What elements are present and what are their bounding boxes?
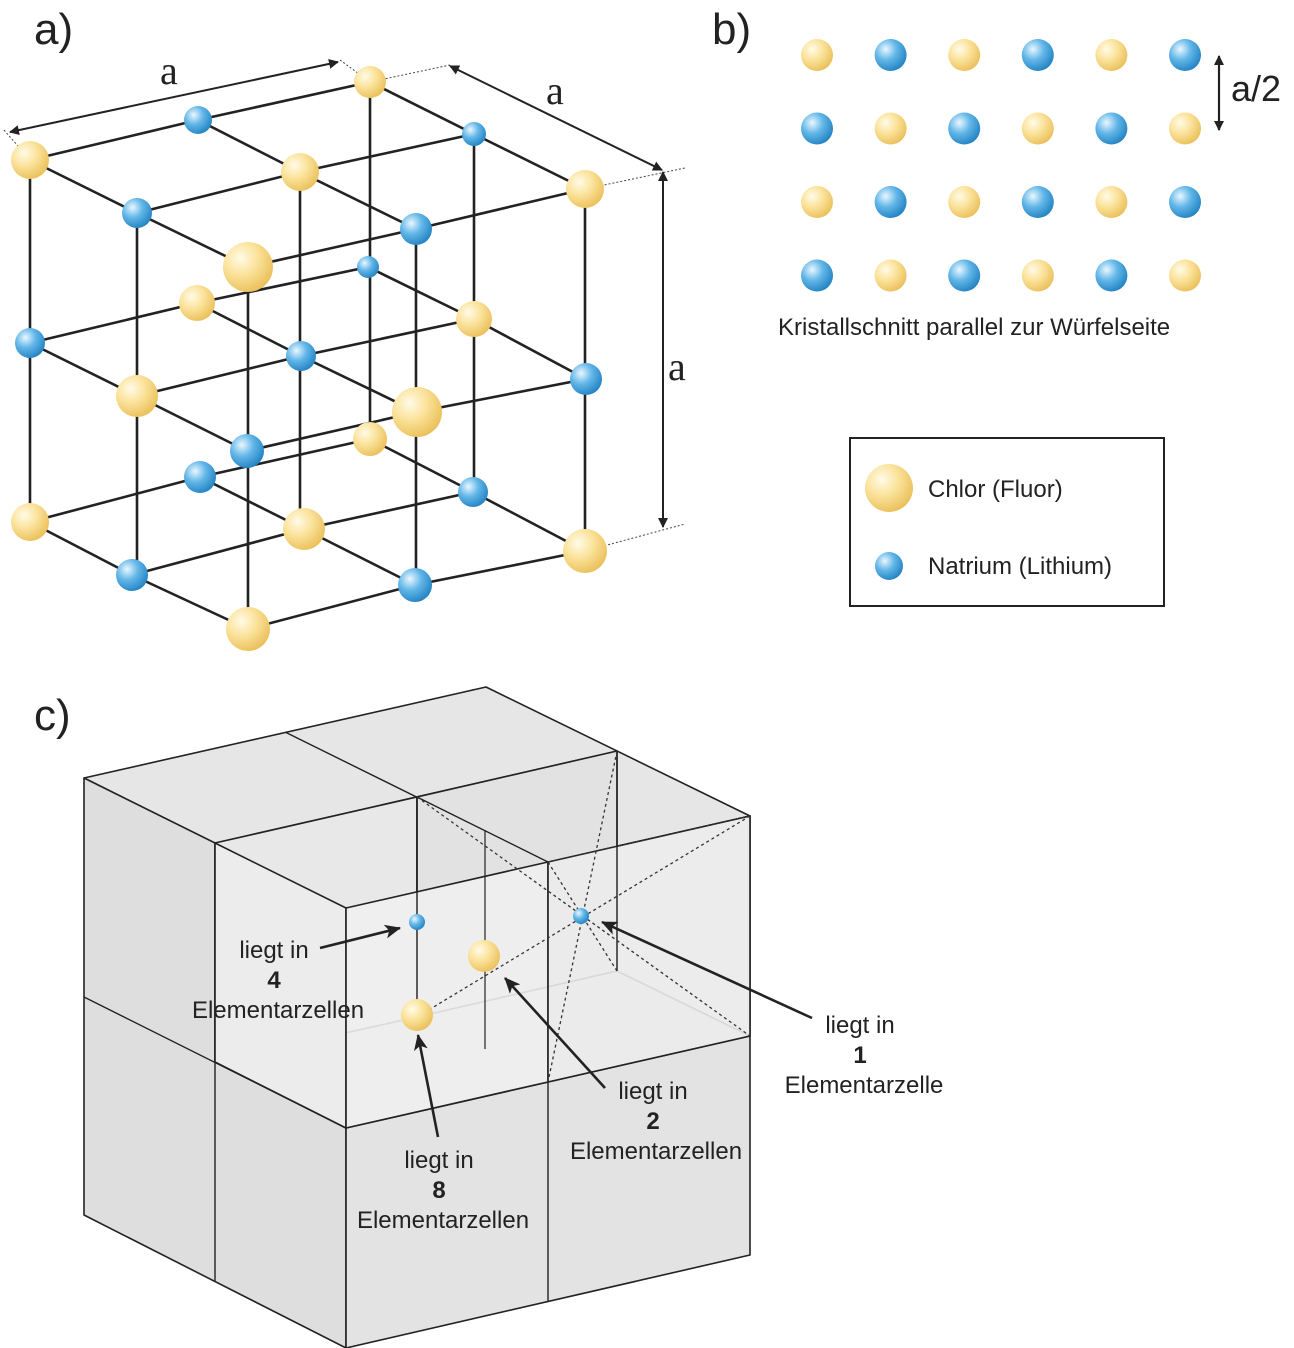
- annotation-two-line1: liegt in: [618, 1078, 687, 1105]
- section-atom-natrium: [948, 259, 981, 292]
- section-atom-chlor: [1169, 259, 1201, 292]
- panel-c: c): [34, 686, 944, 1348]
- atom-natrium-edge-four: [409, 914, 425, 930]
- section-atom-natrium: [1095, 112, 1128, 145]
- section-atom-chlor: [1095, 39, 1128, 71]
- panel-b: b) a/2 Kristallschnitt parallel zur Würf…: [712, 5, 1281, 341]
- annotation-four-number: 4: [267, 967, 281, 994]
- atom-natrium: [184, 106, 212, 134]
- lattice-atoms: [11, 66, 607, 651]
- annotation-four-line3: Elementarzellen: [192, 997, 364, 1024]
- annotation-eight: liegt in 8 Elementarzellen: [357, 1147, 529, 1234]
- section-atom-natrium: [874, 39, 907, 71]
- legend-label-natrium: Natrium (Lithium): [928, 553, 1112, 580]
- atom-chlor: [116, 375, 158, 417]
- section-atom-chlor: [1095, 186, 1128, 218]
- annotation-two-line3: Elementarzellen: [570, 1138, 742, 1165]
- cutout-right-side: [547, 815, 751, 1083]
- atom-chlor: [566, 170, 604, 208]
- dim-label-top-right: a: [546, 68, 564, 113]
- section-atom-natrium: [801, 259, 833, 292]
- annotation-eight-line3: Elementarzellen: [357, 1207, 529, 1234]
- atom-chlor: [456, 301, 492, 337]
- atom-natrium: [357, 256, 379, 278]
- dimension-guides: [3, 59, 686, 552]
- annotation-one: liegt in 1 Elementarzelle: [785, 1012, 944, 1099]
- atom-chlor: [353, 422, 387, 456]
- spacing-label: a/2: [1231, 68, 1281, 109]
- atom-chlor: [223, 242, 273, 292]
- atom-natrium: [286, 341, 316, 371]
- panel-c-label: c): [34, 691, 71, 740]
- legend-frame: [849, 437, 1165, 607]
- section-atom-chlor: [874, 112, 907, 145]
- annotation-arrows: [319, 920, 813, 1138]
- cutout-front-right: [345, 861, 549, 1129]
- section-atom-natrium: [1021, 39, 1054, 71]
- annotation-one-line3: Elementarzelle: [785, 1072, 944, 1099]
- annotation-two-number: 2: [646, 1108, 659, 1135]
- atom-chlor: [11, 141, 49, 179]
- section-atom-natrium: [948, 112, 981, 145]
- annotation-eight-number: 8: [432, 1177, 445, 1204]
- annotation-two: liegt in 2 Elementarzellen: [570, 1078, 742, 1165]
- annotation-four: liegt in 4 Elementarzellen: [192, 937, 364, 1024]
- atom-natrium: [122, 198, 152, 228]
- atom-natrium: [230, 434, 264, 468]
- atom-chlor-face-two: [468, 940, 500, 972]
- atom-natrium: [116, 559, 148, 591]
- atom-natrium: [400, 213, 432, 245]
- section-atom-natrium: [1021, 186, 1054, 218]
- dimension-arrows: [9, 58, 668, 528]
- section-atom-chlor: [1021, 259, 1054, 292]
- atom-natrium: [398, 568, 432, 602]
- section-atom-natrium: [1095, 259, 1128, 292]
- atom-natrium: [462, 122, 486, 146]
- atom-natrium: [15, 328, 45, 358]
- atom-chlor: [392, 387, 442, 437]
- annotation-one-number: 1: [853, 1042, 866, 1069]
- atom-chlor: [281, 153, 319, 191]
- section-atom-chlor: [948, 39, 981, 71]
- section-atom-natrium: [1169, 186, 1201, 218]
- annotation-one-line1: liegt in: [825, 1012, 894, 1039]
- atom-chlor: [354, 66, 386, 98]
- panel-a: a): [3, 5, 686, 651]
- panel-a-label: a): [34, 5, 73, 54]
- dim-label-top-left: a: [160, 48, 178, 93]
- section-atom-chlor: [1169, 112, 1201, 145]
- atom-chlor: [179, 285, 215, 321]
- atom-chlor: [226, 607, 270, 651]
- legend-swatch-chlor: [865, 464, 913, 512]
- legend-label-chlor: Chlor (Fluor): [928, 476, 1063, 503]
- panel-b-label: b): [712, 5, 751, 54]
- section-atom-chlor: [948, 186, 981, 218]
- crystal-section-grid: [801, 39, 1201, 292]
- section-atom-natrium: [874, 186, 907, 218]
- section-atom-natrium: [801, 112, 833, 145]
- atom-chlor-corner-eight: [401, 999, 433, 1031]
- section-atom-chlor: [874, 259, 907, 292]
- atom-chlor: [283, 508, 325, 550]
- legend: Chlor (Fluor) Natrium (Lithium): [849, 437, 1165, 607]
- atom-natrium: [458, 477, 488, 507]
- section-caption: Kristallschnitt parallel zur Würfelseite: [778, 314, 1170, 341]
- section-atom-chlor: [801, 39, 833, 71]
- section-atom-chlor: [801, 186, 833, 218]
- atom-natrium-corner-one: [573, 908, 589, 924]
- atom-chlor: [11, 503, 49, 541]
- atom-natrium: [184, 461, 216, 493]
- atom-natrium: [570, 363, 602, 395]
- atom-chlor: [563, 529, 607, 573]
- legend-swatch-natrium: [875, 552, 903, 580]
- annotation-eight-line1: liegt in: [404, 1147, 473, 1174]
- section-atom-natrium: [1169, 39, 1201, 71]
- dim-label-right: a: [668, 344, 686, 389]
- annotation-four-line1: liegt in: [239, 937, 308, 964]
- section-atom-chlor: [1021, 112, 1054, 145]
